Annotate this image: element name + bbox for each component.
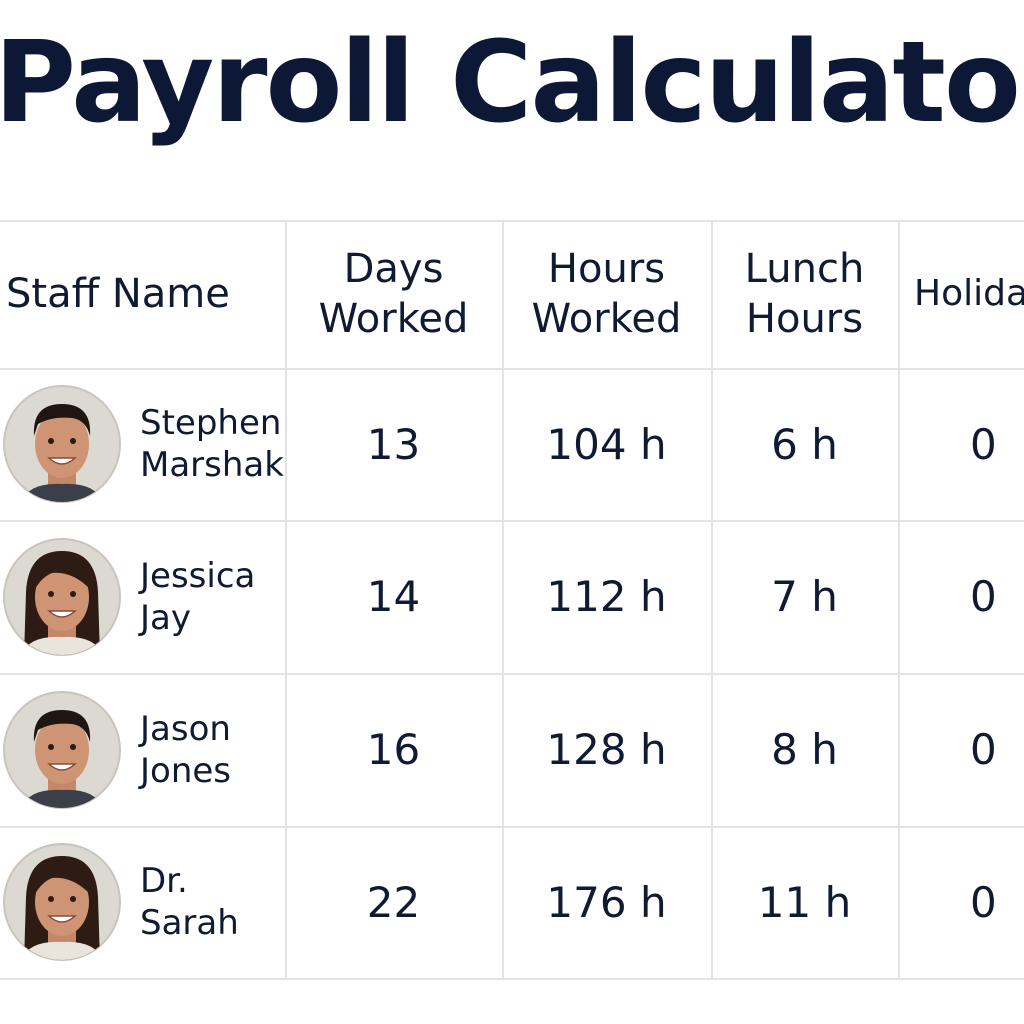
row-divider <box>0 520 1024 522</box>
page-title: Payroll Calculator <box>0 18 1024 148</box>
column-header: Lunch Hours <box>744 246 865 342</box>
cell-value: 176 h <box>546 877 667 927</box>
staff-avatar <box>2 384 122 504</box>
staff-name: Stephen Marshak <box>140 403 284 485</box>
staff-name: Jessica Jay <box>140 555 256 638</box>
cell-value: 0 <box>970 877 997 927</box>
staff-avatar <box>2 842 122 962</box>
column-divider <box>711 220 713 978</box>
staff-avatar <box>2 537 122 657</box>
cell-value: 0 <box>970 419 997 469</box>
cell-value: 112 h <box>546 572 667 621</box>
cell-value: 22 <box>366 877 421 927</box>
row-divider <box>0 673 1024 675</box>
cell-value: 128 h <box>546 725 667 774</box>
column-header: Holida <box>914 273 1024 314</box>
column-header: Hours Worked <box>531 246 682 342</box>
cell-value: 11 h <box>757 877 852 927</box>
column-header: Days Worked <box>318 246 469 342</box>
cell-value: 6 h <box>771 419 838 469</box>
cell-value: 0 <box>970 725 997 774</box>
cell-value: 8 h <box>771 725 838 774</box>
column-header: Staff Name <box>6 271 230 317</box>
row-divider <box>0 368 1024 370</box>
cell-value: 7 h <box>771 572 838 621</box>
column-divider <box>502 220 504 978</box>
cell-value: 14 <box>366 572 421 621</box>
column-divider <box>285 220 287 978</box>
cell-value: 13 <box>366 419 421 469</box>
cell-value: 104 h <box>546 419 667 469</box>
cell-value: 16 <box>366 725 421 774</box>
cell-value: 0 <box>970 572 997 621</box>
row-divider <box>0 826 1024 828</box>
staff-avatar <box>2 690 122 810</box>
row-divider <box>0 220 1024 222</box>
staff-name: Dr. Sarah <box>140 861 239 943</box>
row-divider <box>0 978 1024 980</box>
column-divider <box>898 220 900 978</box>
staff-name: Jason Jones <box>140 708 232 791</box>
